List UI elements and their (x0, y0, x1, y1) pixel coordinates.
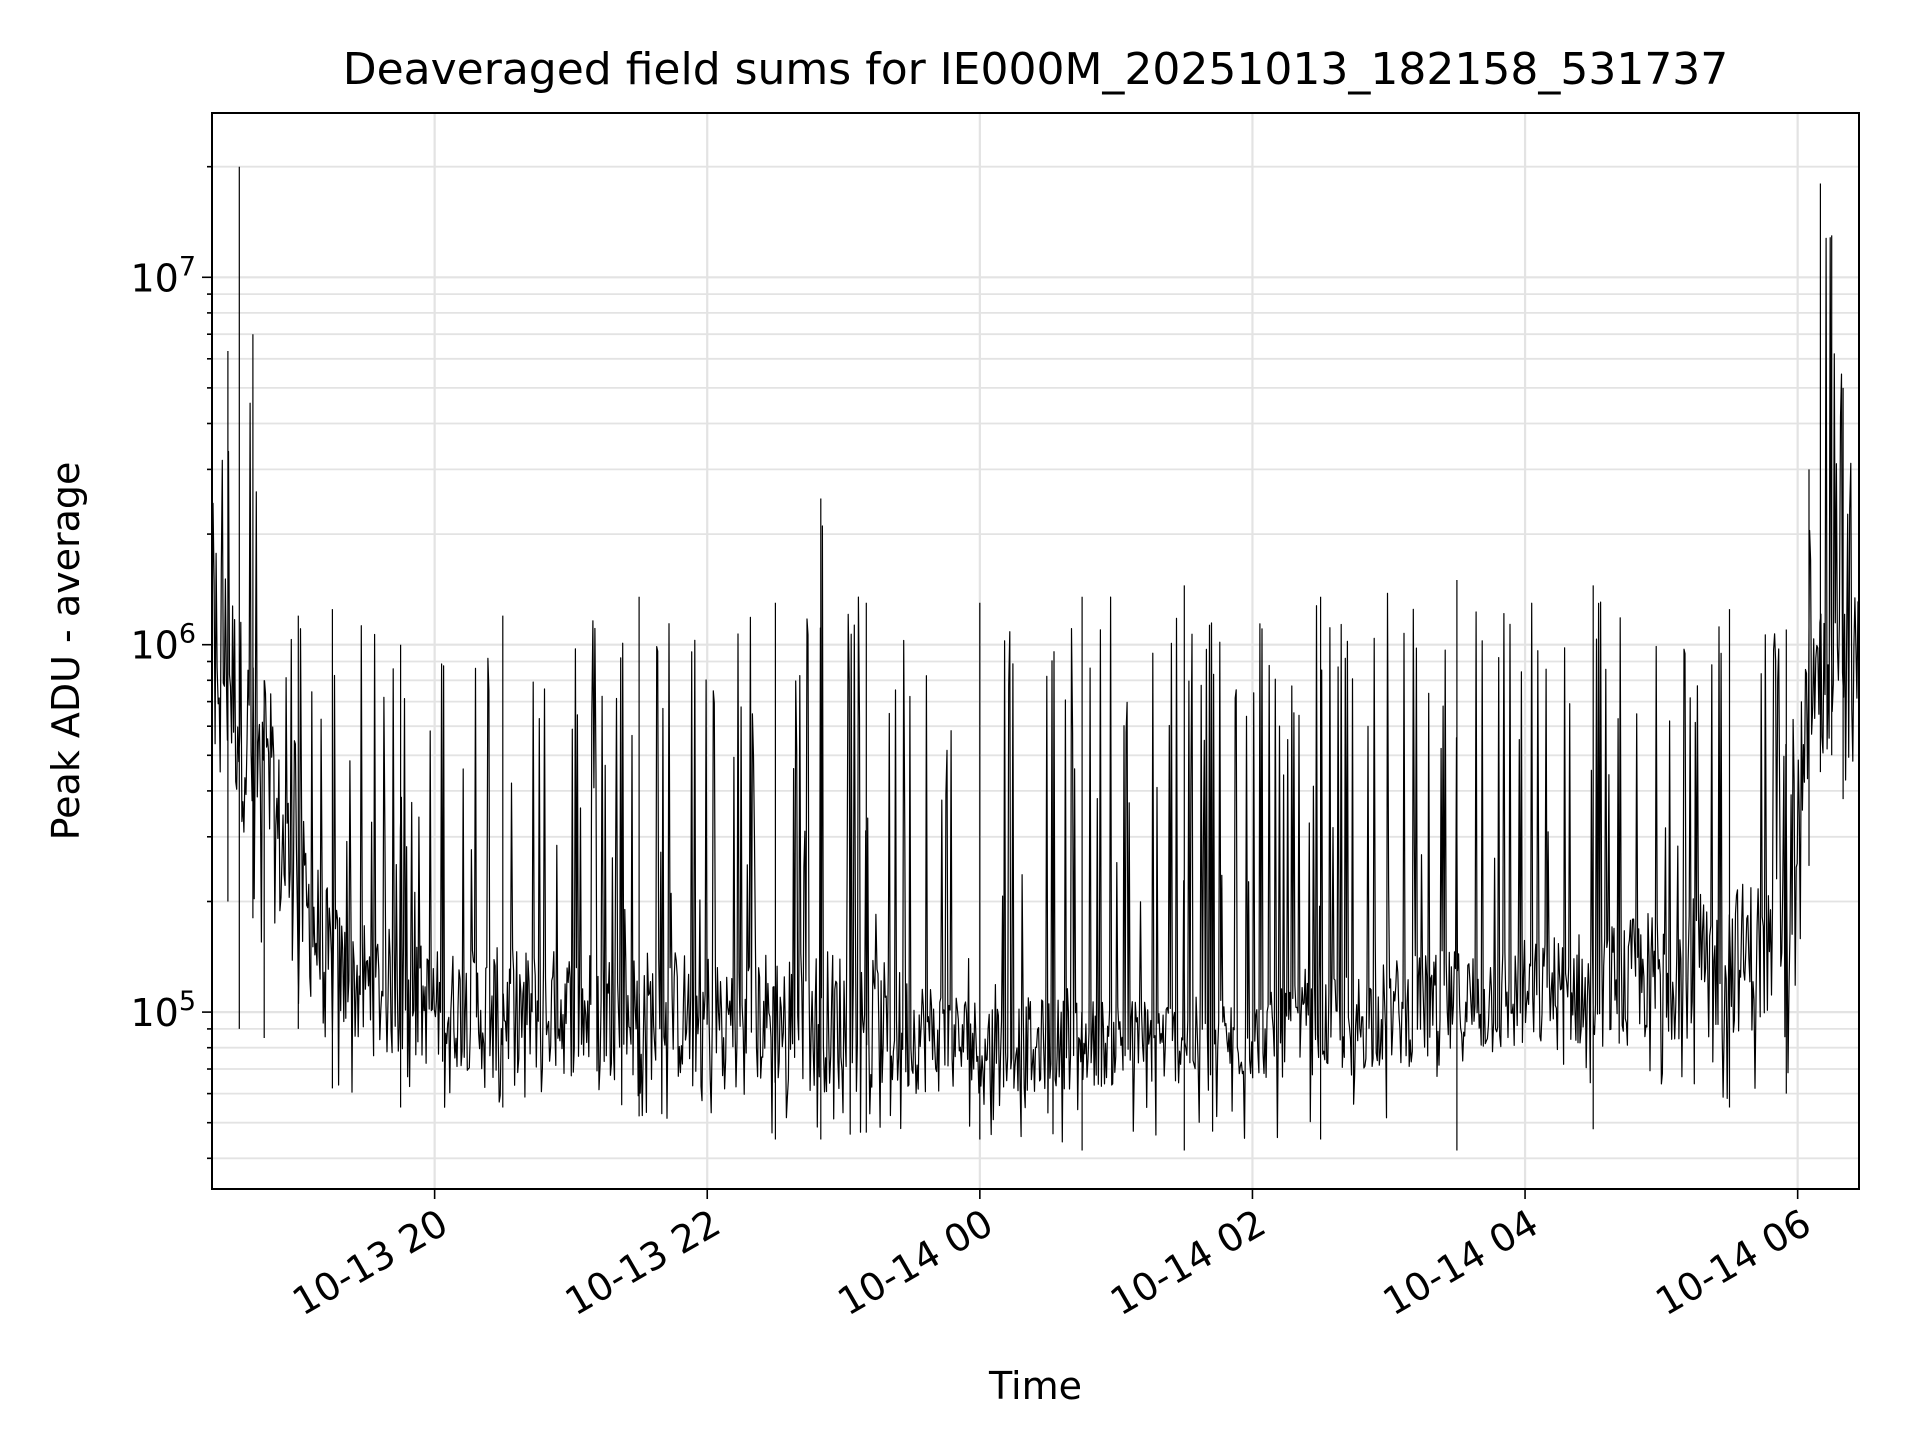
series-line (211, 166, 1860, 1151)
series-area (211, 166, 1860, 1151)
y-tick-label: 106 (130, 619, 196, 668)
y-axis-label: Peak ADU - average (44, 462, 88, 841)
plot-frame (211, 112, 1860, 1190)
chart-title: Deaveraged field sums for IE000M_2025101… (343, 44, 1729, 95)
y-tick-label: 105 (130, 986, 196, 1035)
grid (212, 113, 1859, 1189)
y-tick-label: 107 (130, 251, 196, 300)
x-axis-label: Time (988, 1364, 1082, 1408)
